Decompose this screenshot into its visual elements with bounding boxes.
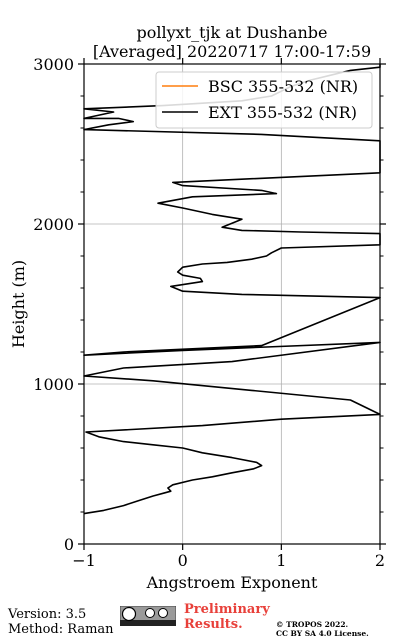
legend-label-bsc: BSC 355-532 (NR) <box>208 77 358 96</box>
copyright-note: © TROPOS 2022. CC BY SA 4.0 License. <box>276 620 369 638</box>
legend-box <box>155 71 373 129</box>
method-text: Method: Raman <box>8 622 114 637</box>
chart-title-line2: [Averaged] 20220717 17:00-17:59 <box>93 42 371 61</box>
cc-by-sa-badge <box>120 606 176 626</box>
y-tick-label: 3000 <box>33 55 74 74</box>
series-line-ext <box>83 64 381 515</box>
y-tick-label: 1000 <box>33 375 74 394</box>
version-text: Version: 3.5 <box>8 607 87 622</box>
y-axis-label: Height (m) <box>9 260 28 348</box>
preliminary-line2: Results. <box>184 617 243 632</box>
copyright-line1: © TROPOS 2022. <box>276 620 349 629</box>
chart-title-line1: pollyxt_tjk at Dushanbe <box>136 23 327 42</box>
x-axis-label: Angstroem Exponent <box>146 573 318 592</box>
x-tick-label: 1 <box>276 551 286 570</box>
y-tick-label: 0 <box>64 535 74 554</box>
x-tick-label: 2 <box>375 551 385 570</box>
tick-marks <box>78 58 386 550</box>
x-tick-label: −1 <box>72 551 96 570</box>
preliminary-line1: Preliminary <box>184 602 270 617</box>
y-tick-label: 2000 <box>33 215 74 234</box>
legend-label-ext: EXT 355-532 (NR) <box>208 103 357 122</box>
axes <box>83 63 381 545</box>
x-tick-label: 0 <box>178 551 188 570</box>
plot-frame <box>83 63 381 545</box>
legend: BSC 355-532 (NR) EXT 355-532 (NR) <box>155 71 373 129</box>
copyright-line2: CC BY SA 4.0 License. <box>276 629 369 638</box>
series-lines <box>83 64 381 515</box>
preliminary-results-note: Preliminary Results. <box>184 602 270 632</box>
